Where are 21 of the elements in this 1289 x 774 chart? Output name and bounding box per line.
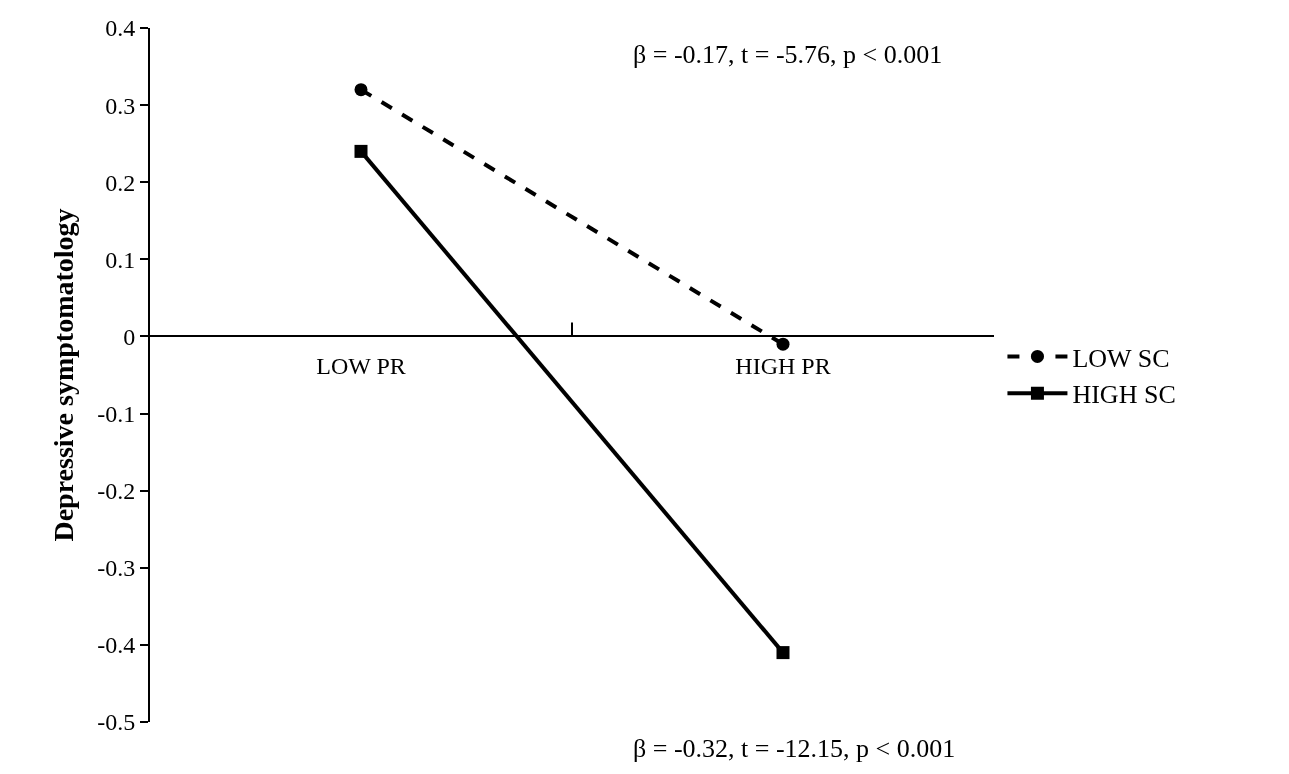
y-tick-label: 0.1 [105, 246, 136, 273]
y-tick-label: 0 [123, 323, 136, 350]
point [776, 337, 790, 351]
annotation: β = -0.17, t = -5.76, p < 0.001 [633, 40, 943, 69]
y-tick-label: -0.1 [97, 400, 136, 427]
y-tick-label: 0.4 [105, 15, 136, 42]
y-tick-label: 0.3 [105, 92, 136, 119]
x-tick-label: LOW PR [316, 353, 406, 380]
point [354, 144, 368, 158]
x-tick-label: HIGH PR [735, 353, 831, 380]
y-axis-title: Depressive symptomatology [48, 208, 80, 542]
y-tick-label: -0.4 [97, 632, 136, 659]
y-tick-label: -0.3 [97, 555, 136, 582]
legend-label: HIGH SC [1072, 380, 1176, 410]
text: β = -0.32, t = -12.15, p < 0.001 [633, 734, 956, 763]
legend-label: LOW SC [1072, 343, 1170, 373]
point [354, 83, 368, 97]
y-tick-label: -0.5 [97, 709, 136, 736]
y-tick-label: 0.2 [105, 169, 136, 196]
y-tick-label: -0.2 [97, 478, 136, 505]
point [776, 646, 790, 660]
